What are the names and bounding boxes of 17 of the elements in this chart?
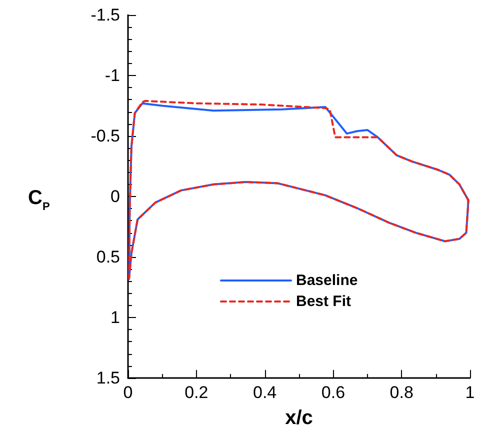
x-axis-title: x/c bbox=[285, 407, 313, 429]
x-tick-label: 1 bbox=[465, 383, 475, 402]
x-tick-label: 0.8 bbox=[390, 383, 414, 402]
x-tick-label: 0.4 bbox=[252, 383, 277, 402]
legend-label: Best Fit bbox=[296, 293, 352, 310]
y-tick-label: 0.5 bbox=[96, 248, 120, 266]
x-tick-label: 0.2 bbox=[184, 383, 208, 402]
legend-label: Baseline bbox=[296, 272, 358, 289]
y-tick-label: 1.5 bbox=[96, 368, 120, 388]
y-tick-label: 0 bbox=[110, 187, 120, 206]
y-tick-label: -0.5 bbox=[90, 126, 120, 146]
x-tick-label: 0.6 bbox=[321, 383, 346, 402]
y-tick-label: 1 bbox=[110, 308, 120, 327]
y-tick-label: -1.5 bbox=[90, 6, 120, 24]
y-tick-label: -1 bbox=[104, 66, 120, 85]
y-axis-title: C$_{P}$ bbox=[28, 187, 50, 213]
x-tick-label: 0 bbox=[123, 383, 133, 402]
